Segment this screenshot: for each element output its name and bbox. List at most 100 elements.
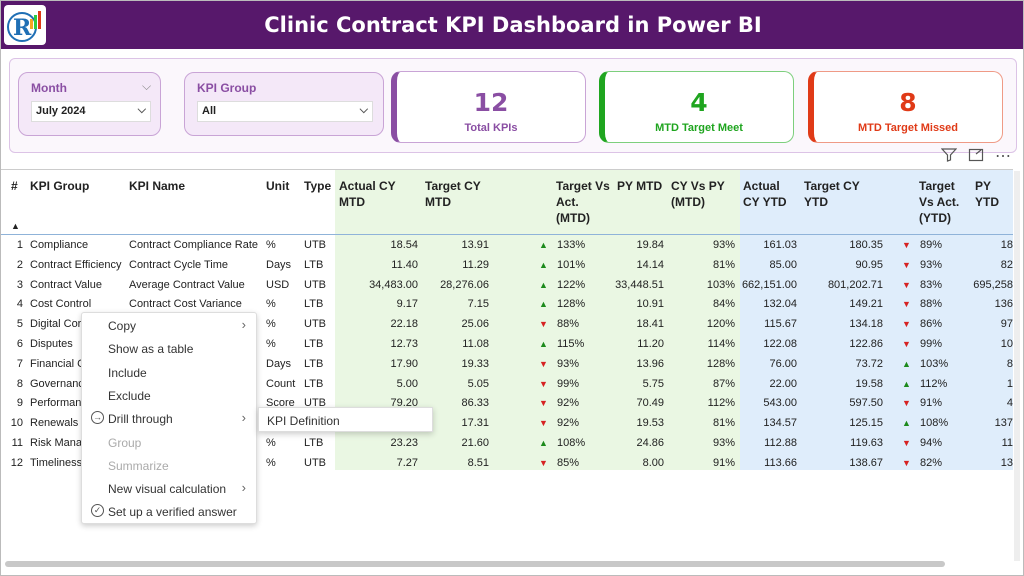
cell-py-ytd: 97 <box>1000 318 1013 331</box>
cell-unit: Days <box>266 258 292 271</box>
cell-unit: % <box>266 318 276 331</box>
menu-item-set-up-a-verified-answer[interactable]: ✓ Set up a verified answer <box>82 500 258 523</box>
cell-ytd-pct: 86% <box>920 318 943 331</box>
cell-mtd-pct: 108% <box>557 437 586 449</box>
month-slicer[interactable]: Month ⌵ July 2024 ⌵ <box>18 72 161 136</box>
cell-act-mtd: 12.73 <box>390 338 418 350</box>
month-dropdown[interactable]: July 2024 ⌵ <box>31 101 151 122</box>
vertical-scrollbar[interactable] <box>1014 171 1020 561</box>
arrow-down-icon: ▼ <box>539 378 548 389</box>
table-row[interactable]: 12 Timeliness% UTB 7.27 8.51 85% 8.00 91% 113.66… <box>1 453 1013 473</box>
cell-name: Contract Cost Variance <box>129 298 242 311</box>
cell-group: Governanc <box>30 377 84 390</box>
column-header-py-ytd[interactable]: PY YTD <box>975 179 999 209</box>
column-header-kpi-group[interactable]: KPI Group <box>30 179 90 193</box>
table-row[interactable]: 2 Contract Efficiency Contract Cycle Time D… <box>1 255 1013 275</box>
cell-act-ytd: 161.03 <box>763 239 797 251</box>
column-header-py-mtd[interactable]: PY MTD <box>617 179 663 193</box>
arrow-up-icon: ▲ <box>539 438 548 448</box>
table-row[interactable]: 6 Disputes% LTB 12.73 11.08 115% 11.20 114% 122.… <box>1 334 1013 354</box>
column-header-cy-vs-py-mtd[interactable]: CY Vs PY (MTD) <box>671 179 725 209</box>
cell-group: Cost Control <box>30 298 92 311</box>
cell-ytd-pct: 82% <box>920 456 943 469</box>
kpi-group-value: All <box>202 105 217 117</box>
cell-name: Contract Cycle Time <box>129 258 229 271</box>
ytd-column-band <box>740 170 1013 470</box>
menu-item-exclude[interactable]: Exclude <box>82 384 258 407</box>
cell-n: 9 <box>16 397 23 410</box>
cell-type: LTB <box>304 357 324 370</box>
chevron-right-icon: › <box>241 480 246 496</box>
cell-tgt-ytd: 125.15 <box>849 417 883 430</box>
menu-item-label: New visual calculation <box>108 482 227 497</box>
mtd-target-missed-label: MTD Target Missed <box>857 122 959 134</box>
cell-mtd-pct: 93% <box>557 357 580 370</box>
table-row[interactable]: 8 Governanc Count LTB 5.00 5.05 99% 5.75 87% 22.0… <box>1 374 1013 394</box>
column-header-target-vs-act-mtd[interactable]: Target Vs Act. (MTD) <box>556 179 610 225</box>
kpi-group-slicer[interactable]: KPI Group All ⌵ <box>184 72 384 136</box>
column-header-num[interactable]: # <box>11 179 18 193</box>
table-row[interactable]: 9 Performan Score UTB 79.20 86.33 92% 70.49 112%… <box>1 393 1013 413</box>
column-header-actual-cy-ytd[interactable]: Actual CY YTD <box>743 179 787 209</box>
menu-item-show-as-a-table[interactable]: Show as a table <box>82 337 258 360</box>
arrow-down-icon: ▼ <box>902 339 911 349</box>
horizontal-scrollbar[interactable] <box>5 561 945 567</box>
cell-group: Performan <box>30 397 82 410</box>
table-row[interactable]: 7 Financial C Days LTB 17.90 19.33 93% 13.96 128… <box>1 354 1013 374</box>
cell-tgt-ytd: 90.95 <box>855 258 883 271</box>
menu-item-include[interactable]: Include <box>82 361 258 384</box>
table-row[interactable]: 1 Compliance Contract Compliance Rate% UTB 1… <box>1 235 1013 255</box>
column-header-target-cy-mtd[interactable]: Target CY MTD <box>425 179 481 209</box>
cell-ytd-pct: 112% <box>920 377 948 390</box>
cell-unit: Score <box>266 397 295 410</box>
cell-act-mtd: 17.90 <box>390 357 418 370</box>
chevron-down-icon[interactable]: ⌵ <box>137 104 146 116</box>
sort-ascending-icon[interactable]: ▲ <box>11 221 20 231</box>
arrow-up-icon: ▲ <box>539 259 548 270</box>
cell-mtd-pct: 92% <box>557 417 580 430</box>
menu-item-new-visual-calculation[interactable]: New visual calculation › <box>82 477 258 500</box>
drill-through-submenu: KPI Definition <box>258 407 433 432</box>
menu-item-label: Group <box>108 435 142 450</box>
column-header-target-cy-ytd[interactable]: Target CY YTD <box>804 179 860 209</box>
menu-item-copy[interactable]: Copy › <box>82 314 258 337</box>
cell-ytd-pct: 89% <box>920 239 943 251</box>
cell-tgt-mtd: 28,276.06 <box>440 278 489 291</box>
cell-py-mtd: 19.53 <box>636 417 664 430</box>
menu-item-label: Summarize <box>108 458 169 473</box>
cell-tgt-mtd: 5.05 <box>467 377 489 390</box>
more-options-icon[interactable]: ⋯ <box>995 148 1011 165</box>
cell-ytd-pct: 83% <box>920 278 943 291</box>
cell-act-ytd: 76.00 <box>769 357 797 370</box>
cell-unit: % <box>266 338 276 350</box>
arrow-down-icon: ▼ <box>902 299 911 310</box>
kpi-definition-menu-item[interactable]: KPI Definition <box>267 414 340 428</box>
table-row[interactable]: 10 Renewals 17.31 92% 19.53 81% 134.57 125.15 10… <box>1 413 1013 433</box>
column-header-kpi-name[interactable]: KPI Name <box>129 179 186 193</box>
table-row[interactable]: 5 Digital Cor% UTB 22.18 25.06 88% 18.41 120% 11… <box>1 314 1013 334</box>
filter-icon[interactable] <box>940 148 958 165</box>
cell-cy-py: 91% <box>712 456 735 469</box>
cell-cy-py: 128% <box>706 357 735 370</box>
column-header-unit[interactable]: Unit <box>266 179 290 193</box>
month-value: July 2024 <box>36 105 86 117</box>
cell-cy-py: 114% <box>707 338 735 350</box>
cell-py-mtd: 19.84 <box>636 239 664 251</box>
cell-tgt-mtd: 8.51 <box>467 456 489 469</box>
kpi-group-dropdown[interactable]: All ⌵ <box>197 101 373 122</box>
chevron-down-icon[interactable]: ⌵ <box>142 79 152 93</box>
column-header-type[interactable]: Type <box>304 179 332 193</box>
focus-mode-icon[interactable] <box>968 148 984 165</box>
cell-group: Financial C <box>30 357 86 370</box>
column-header-target-vs-act-ytd[interactable]: Target Vs Act. (YTD) <box>919 179 960 225</box>
cell-tgt-ytd: 801,202.71 <box>827 278 883 291</box>
menu-item-drill-through[interactable]: → Drill through › <box>82 407 258 430</box>
cell-type: UTB <box>304 278 326 291</box>
cell-tgt-ytd: 138.67 <box>849 456 883 469</box>
table-row[interactable]: 4 Cost Control Contract Cost Variance% LTB 9… <box>1 294 1013 314</box>
chevron-down-icon[interactable]: ⌵ <box>359 104 368 116</box>
menu-item-label: Show as a table <box>108 342 194 357</box>
table-row[interactable]: 11 Risk Manag% LTB 23.23 21.60 108% 24.86 93% 11… <box>1 433 1013 453</box>
table-row[interactable]: 3 Contract Value Average Contract Value USD… <box>1 275 1013 295</box>
column-header-actual-cy-mtd[interactable]: Actual CY MTD <box>339 179 396 209</box>
